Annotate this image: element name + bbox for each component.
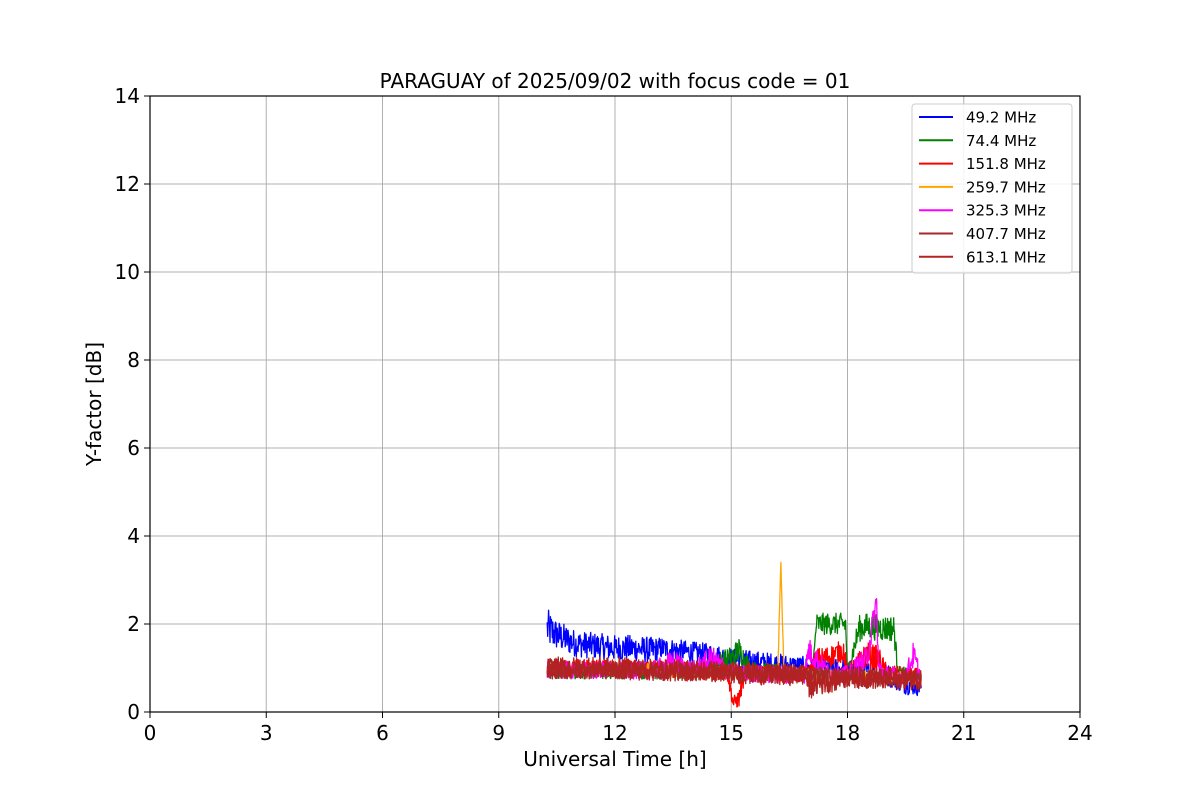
x-tick-label: 6 [376, 721, 389, 745]
x-tick-label: 9 [492, 721, 505, 745]
y-axis-label: Y-factor [dB] [82, 342, 106, 467]
x-tick-label: 15 [719, 721, 744, 745]
x-ticks: 0 3 6 9 12 15 18 21 24 [144, 712, 1093, 745]
x-tick-label: 18 [835, 721, 860, 745]
x-tick-label: 12 [602, 721, 627, 745]
legend-label: 407.7 MHz [966, 225, 1046, 243]
x-tick-label: 24 [1067, 721, 1092, 745]
series-layer [546, 561, 922, 708]
legend-label: 325.3 MHz [966, 202, 1046, 220]
y-tick-label: 8 [127, 348, 140, 372]
y-tick-label: 10 [115, 260, 140, 284]
legend-label: 49.2 MHz [966, 109, 1036, 127]
chart-title: PARAGUAY of 2025/09/02 with focus code =… [380, 69, 851, 93]
legend-label: 74.4 MHz [966, 132, 1036, 150]
x-tick-label: 21 [951, 721, 976, 745]
y-tick-label: 4 [127, 524, 140, 548]
y-ticks: 0 2 4 6 8 10 12 14 [115, 84, 150, 724]
legend: 49.2 MHz 74.4 MHz 151.8 MHz 259.7 MHz 32… [911, 103, 1073, 274]
y-tick-label: 2 [127, 612, 140, 636]
y-tick-label: 6 [127, 436, 140, 460]
y-tick-label: 0 [127, 700, 140, 724]
x-tick-label: 3 [260, 721, 273, 745]
legend-label: 613.1 MHz [966, 248, 1046, 266]
y-tick-label: 14 [115, 84, 140, 108]
series-line-6 [546, 656, 922, 699]
x-axis-label: Universal Time [h] [523, 747, 706, 771]
legend-label: 259.7 MHz [966, 178, 1046, 196]
x-tick-label: 0 [144, 721, 157, 745]
legend-box [911, 103, 1073, 274]
y-tick-label: 12 [115, 172, 140, 196]
legend-label: 151.8 MHz [966, 155, 1046, 173]
